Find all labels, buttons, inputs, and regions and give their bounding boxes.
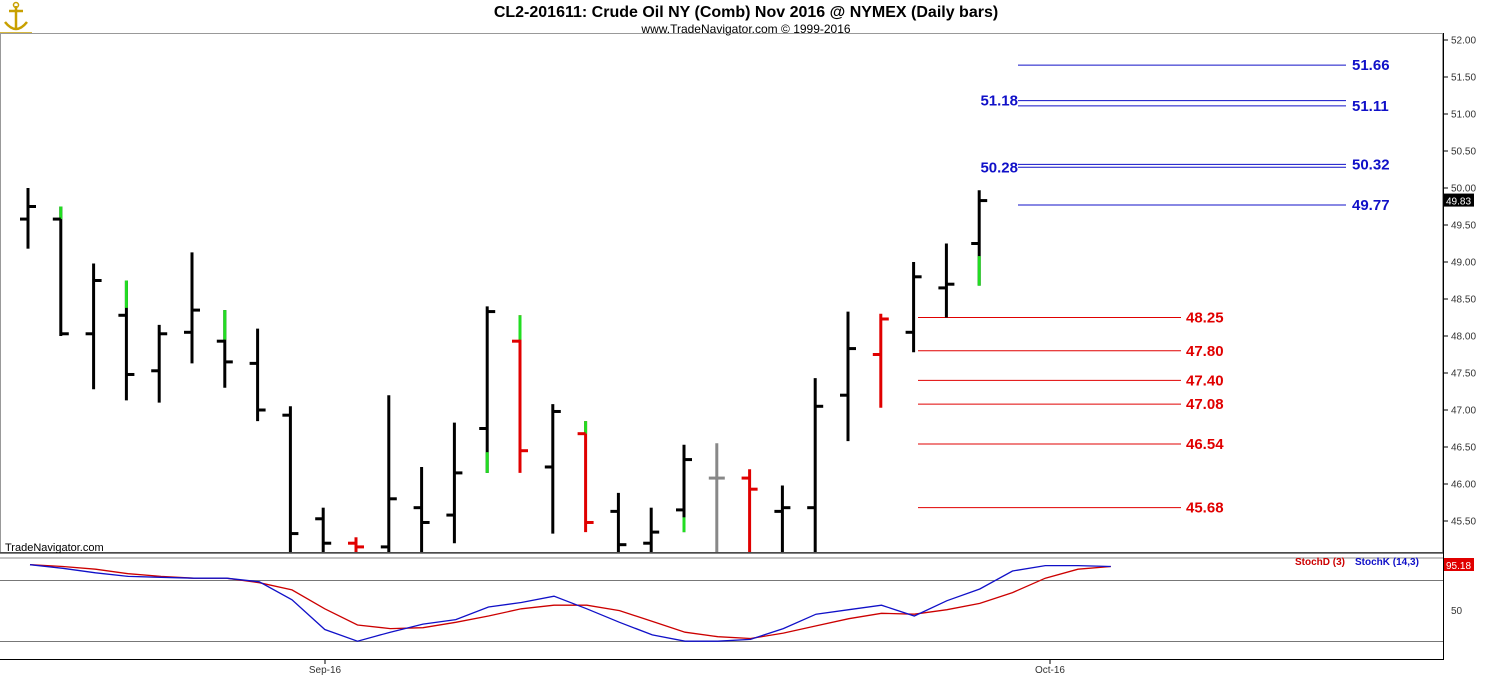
price-tick-label: 47.50 [1451, 369, 1476, 380]
support-label: 48.25 [1186, 310, 1224, 327]
time-tick-label: Sep-16 [309, 665, 342, 676]
price-axis: 52.00 51.50 51.00 50.50 50.00 49.50 49.00 48.50… [1443, 36, 1476, 528]
price-tick-label: 52.00 [1451, 36, 1476, 47]
time-axis: Sep-16 Oct-16 [309, 659, 1065, 676]
last-price-tag [1444, 193, 1474, 207]
resistance-label: 51.11 [1352, 98, 1389, 115]
price-tick-label: 50.00 [1451, 184, 1476, 195]
price-tick-label: 46.00 [1451, 480, 1476, 491]
support-label: 47.80 [1186, 343, 1224, 360]
price-bars [20, 188, 988, 552]
support-label: 47.08 [1186, 396, 1224, 413]
price-tick-label: 50.50 [1451, 147, 1476, 158]
watermark: TradeNavigator.com [5, 542, 104, 554]
chart-subtitle: www.TradeNavigator.com © 1999-2016 [640, 22, 850, 36]
resistance-label: 50.32 [1352, 156, 1390, 173]
support-label: 45.68 [1186, 500, 1224, 517]
resistance-label: 49.77 [1352, 197, 1390, 214]
price-tick-label: 49.00 [1451, 258, 1476, 269]
stoch-k-line [29, 564, 1111, 642]
level-lines: 51.66 51.18 51.11 50.28 50.32 49.77 48.25 47.80… [918, 57, 1390, 517]
price-tick-label: 47.00 [1451, 406, 1476, 417]
price-tick-label: 51.50 [1451, 73, 1476, 84]
resistance-label: 51.66 [1352, 57, 1390, 74]
price-tick-label: 46.50 [1451, 443, 1476, 454]
stoch-d-legend: StochD (3) [1295, 557, 1345, 568]
time-tick-label: Oct-16 [1035, 665, 1065, 676]
stoch-last-tag [1444, 558, 1474, 571]
stoch-k-legend: StochK (14,3) [1355, 557, 1419, 568]
stoch-d-line [29, 564, 1111, 640]
price-tick-label: 45.50 [1451, 517, 1476, 528]
stochastic-panel: StochD (3) StochK (14,3) 50 95.18 [29, 557, 1474, 642]
stoch-tick-label: 50 [1451, 606, 1463, 617]
support-label: 46.54 [1186, 436, 1224, 453]
price-tick-label: 51.00 [1451, 110, 1476, 121]
support-label: 47.40 [1186, 372, 1224, 389]
price-tick-label: 48.00 [1451, 332, 1476, 343]
resistance-label-left: 50.28 [980, 159, 1018, 176]
anchor-logo-icon [0, 1, 32, 34]
last-price-label: 49.83 [1446, 197, 1471, 208]
price-tick-label: 48.50 [1451, 295, 1476, 306]
price-tick-label: 49.50 [1451, 221, 1476, 232]
chart-frame [0, 33, 1444, 660]
resistance-label-left: 51.18 [980, 93, 1018, 110]
stoch-last-value: 95.18 [1446, 561, 1471, 572]
chart-title: CL2-201611: Crude Oil NY (Comb) Nov 2016… [494, 4, 998, 21]
